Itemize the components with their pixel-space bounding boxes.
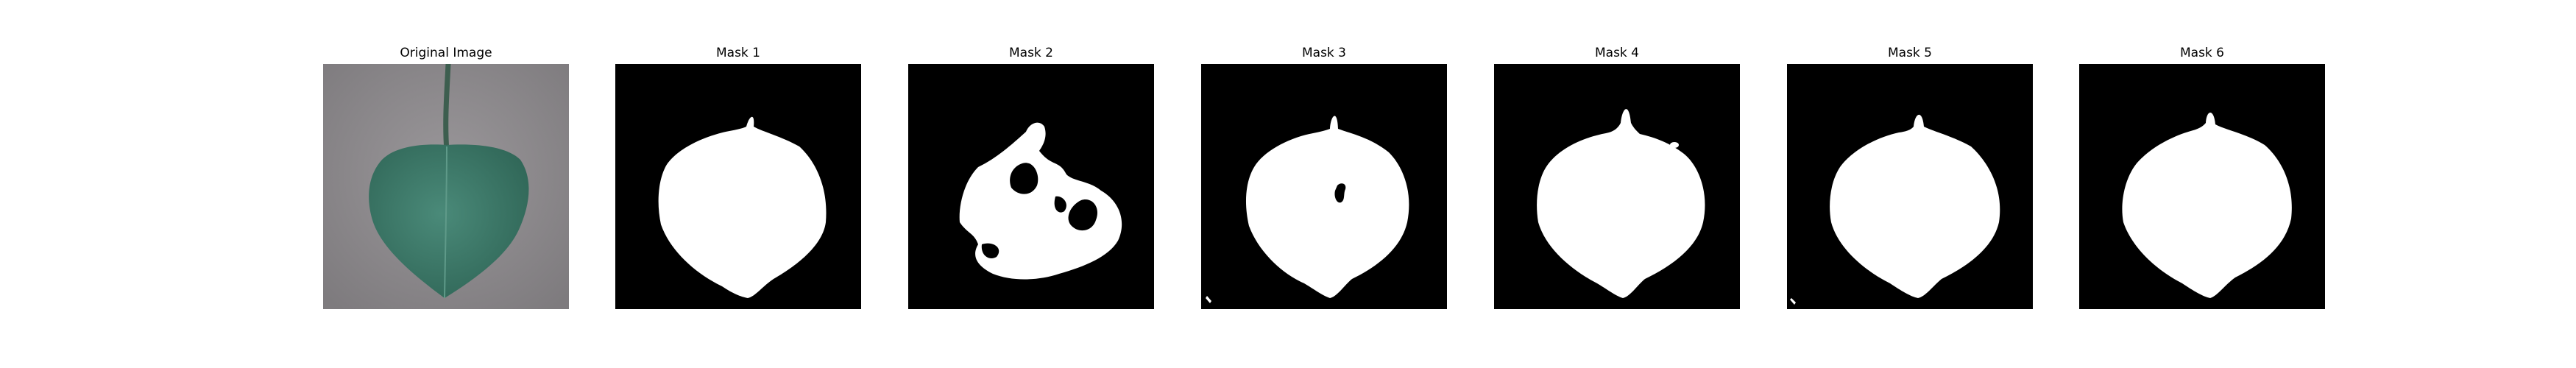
panel-title: Mask 6: [2179, 46, 2224, 60]
panel-title: Mask 5: [1887, 46, 1932, 60]
panel-mask-4: Mask 4: [1494, 44, 1740, 309]
panel-mask-6: Mask 6: [2079, 44, 2325, 309]
panel-mask-1: Mask 1: [615, 44, 861, 309]
panel-title: Original Image: [400, 46, 492, 60]
mask-6-image: [2079, 64, 2325, 309]
panel-mask-2: Mask 2: [908, 44, 1154, 309]
panel-mask-3: Mask 3: [1201, 44, 1447, 309]
mask-1-image: [615, 64, 861, 309]
mask-2-image: [908, 64, 1154, 309]
panel-title: Mask 4: [1594, 46, 1639, 60]
panel-title: Mask 1: [715, 46, 760, 60]
mask-4-image: [1494, 64, 1740, 309]
mask-5-image: [1787, 64, 2033, 309]
original-leaf-photo: [323, 64, 569, 309]
mask-3-image: [1201, 64, 1447, 309]
panel-title: Mask 3: [1301, 46, 1346, 60]
panel-title: Mask 2: [1008, 46, 1053, 60]
panel-original-image: Original Image: [323, 44, 569, 309]
panel-mask-5: Mask 5: [1787, 44, 2033, 309]
